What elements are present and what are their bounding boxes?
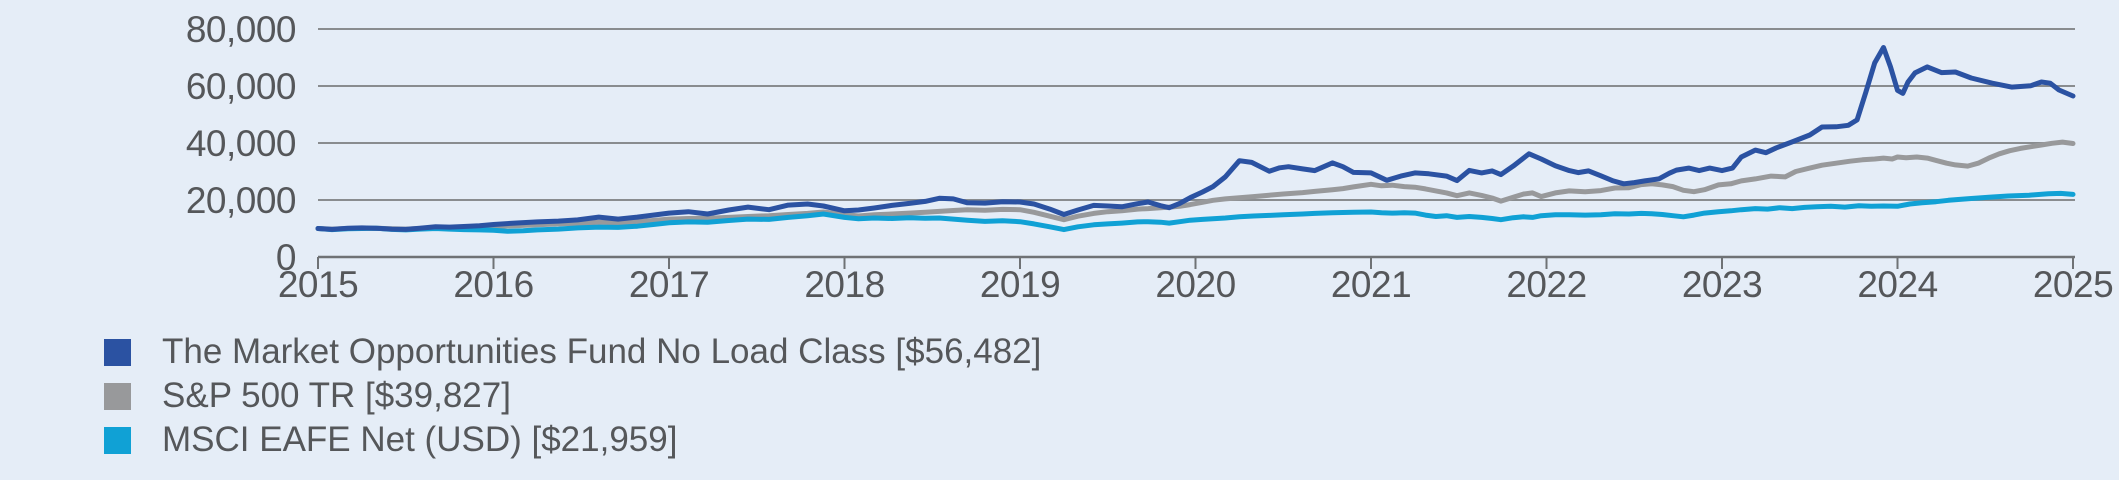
x-axis-label: 2025 [2033,264,2113,305]
x-axis-label: 2017 [629,264,709,305]
y-axis-label: 80,000 [186,9,296,50]
chart-legend: The Market Opportunities Fund No Load Cl… [104,330,1041,462]
x-axis-label: 2022 [1506,264,1586,305]
legend-swatch-fund-icon [104,338,131,366]
legend-item-sp500: S&P 500 TR [$39,827] [104,374,1041,418]
x-axis-label: 2020 [1155,264,1235,305]
series-line-sp500 [315,139,2076,232]
y-axis-label: 0 [276,237,296,278]
legend-label-fund: The Market Opportunities Fund No Load Cl… [162,332,1042,371]
legend-item-eafe: MSCI EAFE Net (USD) [$21,959] [104,418,1041,462]
x-axis-label: 2015 [278,264,358,305]
y-axis-label: 40,000 [186,123,296,164]
legend-item-fund: The Market Opportunities Fund No Load Cl… [104,330,1041,374]
x-axis-label: 2019 [980,264,1060,305]
legend-swatch-eafe-icon [104,426,131,454]
series-line-fund [315,45,2076,232]
x-axis-label: 2021 [1331,264,1411,305]
x-axis-label: 2024 [1857,264,1937,305]
x-axis-label: 2023 [1682,264,1762,305]
y-axis-label: 60,000 [186,66,296,107]
legend-label-eafe: MSCI EAFE Net (USD) [$21,959] [162,420,678,459]
y-axis-label: 20,000 [186,180,296,221]
legend-label-sp500: S&P 500 TR [$39,827] [162,376,511,415]
x-axis-label: 2018 [804,264,884,305]
series-line-eafe [315,190,2076,234]
x-axis-label: 2016 [453,264,533,305]
legend-swatch-sp500-icon [104,382,131,410]
